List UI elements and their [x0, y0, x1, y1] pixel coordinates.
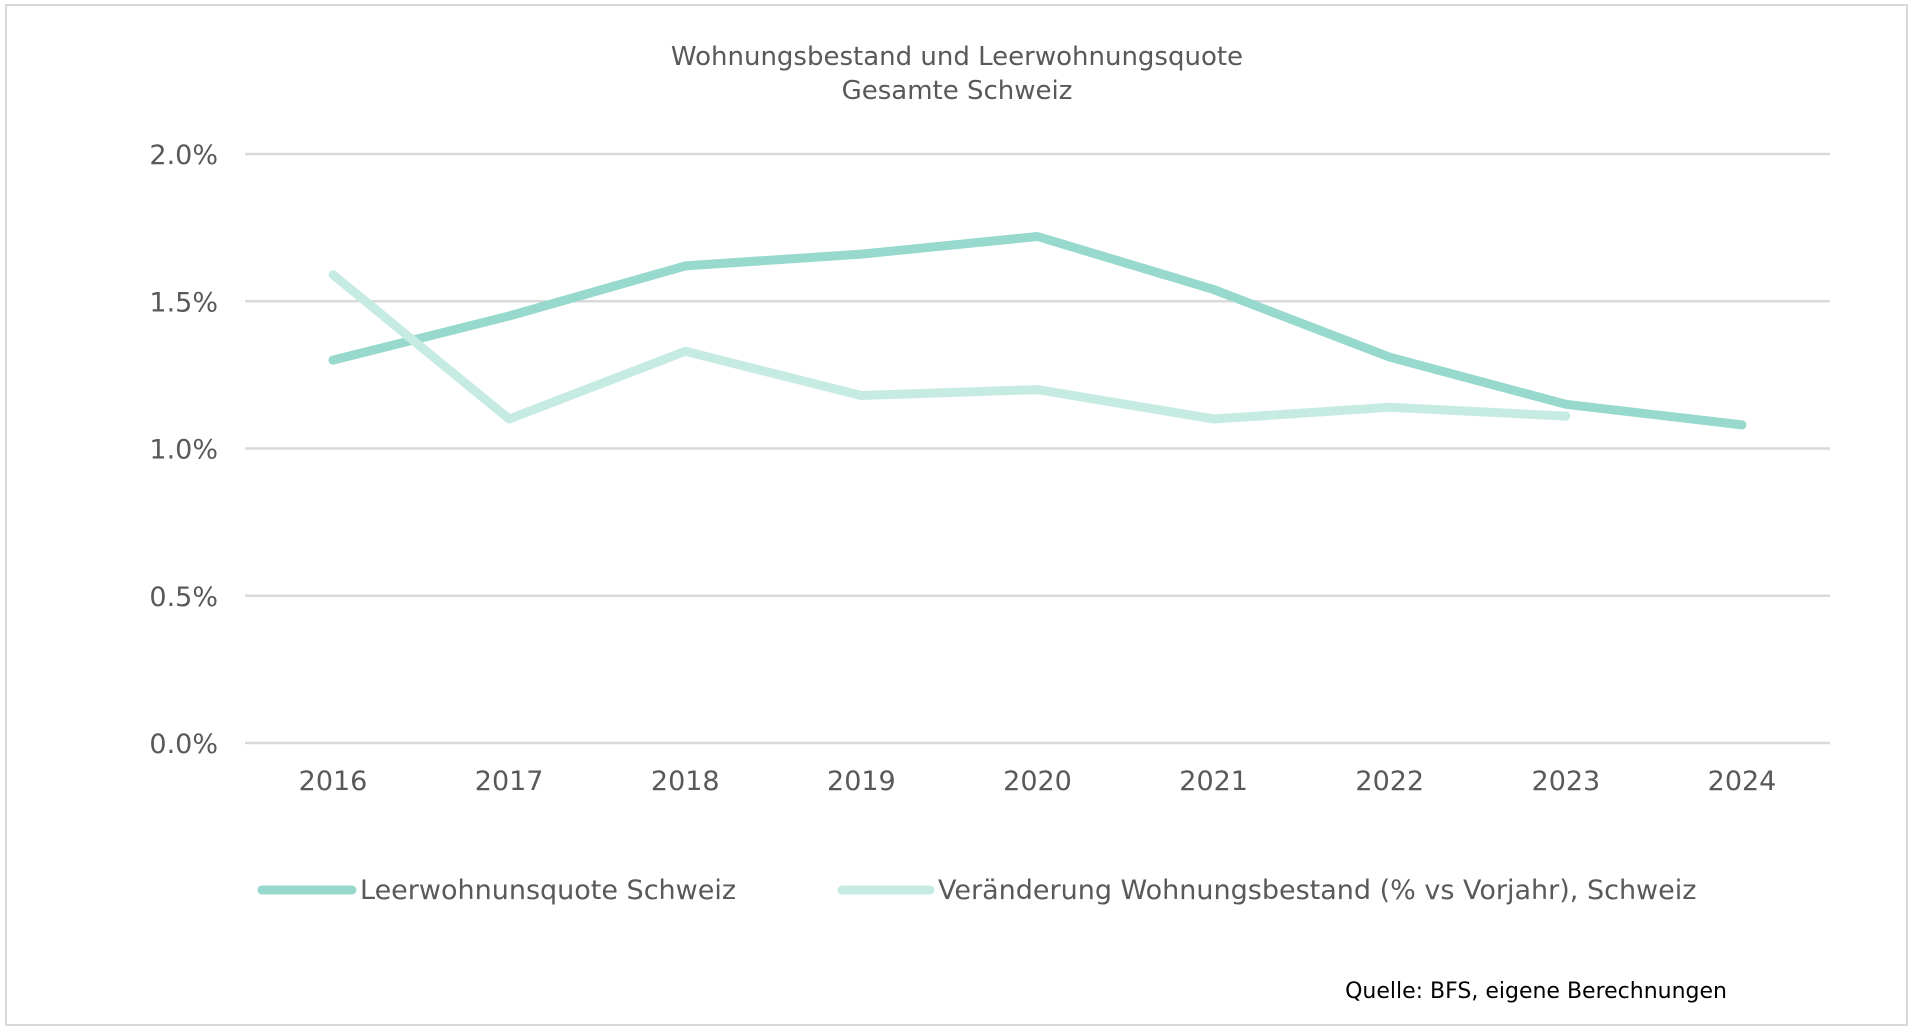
y-tick-label: 0.0% [149, 729, 218, 760]
chart-subtitle: Gesamte Schweiz [842, 76, 1073, 106]
x-axis-ticks: 2016 2017 2018 2019 2020 2021 2022 2023 2024 [299, 766, 1777, 797]
y-tick-label: 1.5% [149, 287, 218, 318]
series-lines [328, 232, 1747, 430]
x-tick-label: 2020 [1003, 766, 1072, 797]
x-tick-label: 2024 [1708, 766, 1777, 797]
series-line-2 [328, 270, 1571, 424]
x-tick-label: 2023 [1532, 766, 1601, 797]
legend-label: Veränderung Wohnungsbestand (% vs Vorjah… [938, 875, 1696, 906]
chart-title: Wohnungsbestand und Leerwohnungsquote [671, 42, 1243, 72]
chart-frame [5, 4, 1908, 1026]
x-tick-label: 2017 [475, 766, 544, 797]
y-axis-ticks: 0.0% 0.5% 1.0% 1.5% 2.0% [149, 140, 218, 760]
x-tick-label: 2021 [1179, 766, 1248, 797]
x-tick-label: 2016 [299, 766, 368, 797]
source-note: Quelle: BFS, eigene Berechnungen [1345, 979, 1727, 1004]
x-tick-label: 2019 [827, 766, 896, 797]
y-tick-label: 2.0% [149, 140, 218, 171]
legend: Leerwohnunsquote Schweiz Veränderung Wohn… [257, 875, 1696, 906]
gridlines [245, 152, 1830, 745]
x-tick-label: 2022 [1355, 766, 1424, 797]
legend-label: Leerwohnunsquote Schweiz [360, 875, 736, 906]
x-tick-label: 2018 [651, 766, 720, 797]
y-tick-label: 1.0% [149, 435, 218, 466]
y-tick-label: 0.5% [149, 582, 218, 613]
series-line-1 [328, 232, 1747, 430]
